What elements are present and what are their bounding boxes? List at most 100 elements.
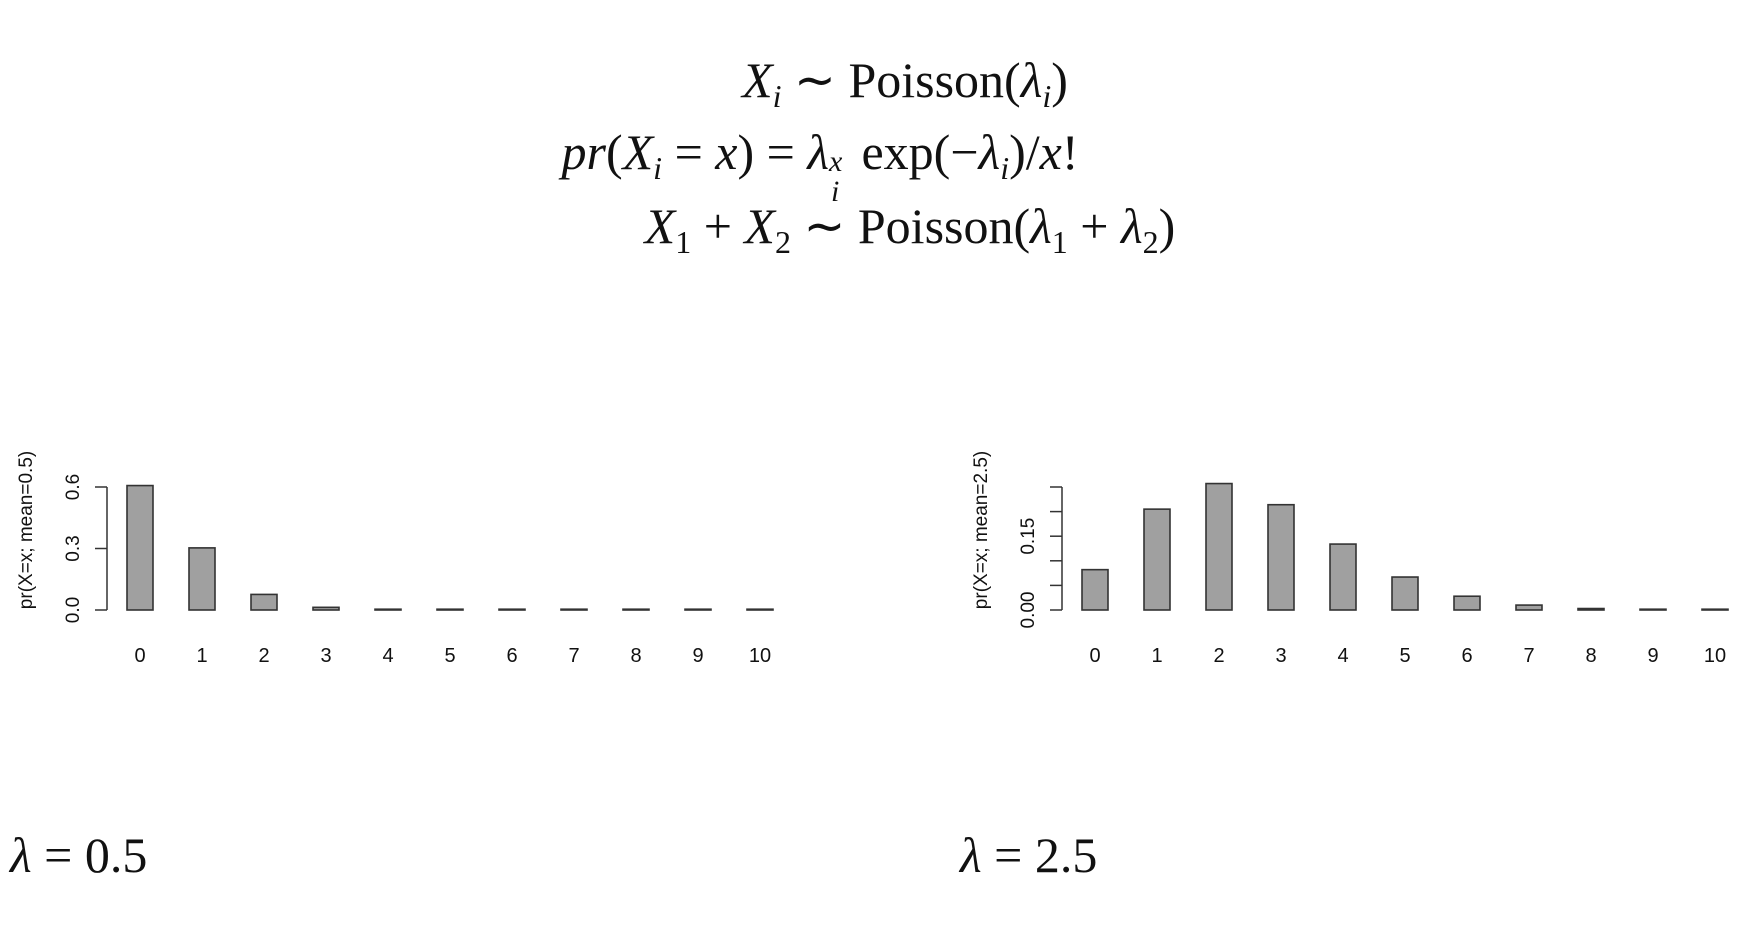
y-axis-label: pr(X=x; mean=0.5) <box>16 451 37 609</box>
bar <box>312 606 340 611</box>
eq-lambda: λ <box>1030 198 1052 254</box>
bar <box>436 608 464 611</box>
eq-plus: + <box>1067 198 1121 254</box>
eq-lambda: λ <box>1020 52 1043 108</box>
eq-subscript: 1 <box>675 224 692 260</box>
eq-pr: pr <box>561 124 606 180</box>
y-tick-label: 0.00 <box>1018 592 1039 629</box>
bar <box>1205 482 1233 611</box>
bar <box>1267 503 1295 611</box>
x-tick-label: 9 <box>692 645 703 667</box>
eq-exp: exp(− <box>848 124 979 180</box>
bar <box>126 484 154 611</box>
eq-x: X <box>622 124 654 180</box>
x-tick-label: 3 <box>320 645 331 667</box>
bar <box>1391 576 1419 611</box>
eq-subscript: i <box>1042 78 1052 114</box>
bar <box>1453 595 1481 611</box>
bar-chart-svg: pr(X=x; mean=0.5) 0.0 0.3 0.6 0 1 2 3 4 5 6 7 8 9 10 <box>16 451 774 667</box>
y-tick-label: 0.0 <box>63 597 84 623</box>
caption-value: = 0.5 <box>31 827 148 883</box>
lambda-caption-left: λ = 0.5 <box>10 826 147 884</box>
x-tick-label: 0 <box>1089 645 1100 667</box>
eq-subscript: i <box>1000 150 1010 186</box>
poisson-chart-mean-2-5: pr(X=x; mean=2.5) 0.00 0.15 0 1 2 3 4 5 6 7 8 9 10 <box>955 420 1755 684</box>
y-axis-label: pr(X=x; mean=2.5) <box>971 451 992 609</box>
x-tick-label: 10 <box>1704 645 1726 667</box>
x-tick-label: 4 <box>382 645 393 667</box>
x-tick-label: 5 <box>1399 645 1410 667</box>
eq-subscript: i <box>772 78 782 114</box>
y-tick-label: 0.6 <box>63 474 84 500</box>
bar-chart-svg: pr(X=x; mean=2.5) 0.00 0.15 0 1 2 3 4 5 6 7 8 9 10 <box>971 451 1729 667</box>
caption-lambda: λ <box>960 827 982 883</box>
y-tick-label: 0.3 <box>63 535 84 561</box>
bar <box>1329 543 1357 611</box>
x-tick-label: 8 <box>630 645 641 667</box>
eq-paren: ) <box>1051 52 1068 108</box>
eq-sim: ∼ <box>803 198 846 254</box>
eq-division: )/ <box>1009 124 1040 180</box>
x-tick-label: 1 <box>196 645 207 667</box>
eq-paren: ( <box>605 124 623 180</box>
bar <box>1639 608 1667 611</box>
equation-poisson-definition: Xi ∼ Poisson(λi) <box>0 50 1760 112</box>
x-tick-label: 1 <box>1151 645 1162 667</box>
bar <box>622 608 650 611</box>
eq-sim: ∼ <box>794 52 836 108</box>
eq-subscript: i <box>830 175 840 208</box>
caption-value: = 2.5 <box>981 827 1098 883</box>
bar <box>1143 508 1171 611</box>
y-tick-label: 0.15 <box>1018 518 1039 555</box>
bar <box>684 608 712 611</box>
eq-lambda: λ <box>1121 198 1143 254</box>
caption-lambda: λ <box>10 827 32 883</box>
bar <box>746 608 774 611</box>
x-tick-label: 8 <box>1585 645 1596 667</box>
bar <box>1081 568 1109 611</box>
eq-factorial: ! <box>1061 124 1079 180</box>
eq-xvalue: x <box>1039 124 1062 180</box>
bar <box>1515 604 1543 611</box>
eq-subscript: i <box>653 150 663 186</box>
eq-poisson: Poisson( <box>857 198 1031 254</box>
x-tick-label: 6 <box>1461 645 1472 667</box>
x-tick-label: 0 <box>134 645 145 667</box>
bar <box>250 593 278 611</box>
eq-poisson: Poisson( <box>848 52 1021 108</box>
eq-x: X <box>644 198 676 254</box>
bar <box>560 608 588 611</box>
x-tick-label: 7 <box>568 645 579 667</box>
eq-paren: ) <box>737 124 755 180</box>
bar <box>498 608 526 611</box>
x-tick-label: 4 <box>1337 645 1348 667</box>
x-tick-label: 2 <box>1213 645 1224 667</box>
x-tick-label: 7 <box>1523 645 1534 667</box>
x-tick-label: 5 <box>444 645 455 667</box>
poisson-chart-mean-0-5: pr(X=x; mean=0.5) 0.0 0.3 0.6 0 1 2 3 4 5 6 7 8 9 10 <box>0 420 800 684</box>
eq-x: X <box>744 198 775 254</box>
lambda-caption-right: λ = 2.5 <box>960 826 1097 884</box>
eq-lambda: λ <box>978 124 1001 180</box>
x-tick-label: 9 <box>1647 645 1658 667</box>
bar <box>188 547 216 611</box>
bar <box>1701 608 1729 611</box>
eq-x: X <box>742 52 773 108</box>
x-tick-label: 3 <box>1275 645 1286 667</box>
bar <box>374 608 402 611</box>
eq-equals: = <box>662 124 716 180</box>
eq-equals: = <box>754 124 808 180</box>
eq-xvalue: x <box>715 124 738 180</box>
bar <box>1577 607 1605 611</box>
eq-subscript: 2 <box>1142 224 1159 260</box>
eq-lambda: λ <box>807 124 829 180</box>
equation-poisson-sum: X1 + X2 ∼ Poisson(λ1 + λ2) <box>0 196 1760 258</box>
eq-superscript: x <box>828 145 843 178</box>
eq-plus: + <box>691 198 745 254</box>
eq-paren: ) <box>1158 198 1176 254</box>
eq-subscript: 1 <box>1051 224 1068 260</box>
x-tick-label: 6 <box>506 645 517 667</box>
x-tick-label: 10 <box>749 645 771 667</box>
